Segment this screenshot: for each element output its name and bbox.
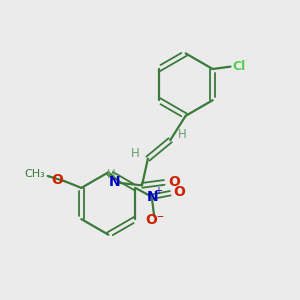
Text: H: H xyxy=(178,128,187,141)
Text: +: + xyxy=(154,187,162,196)
Text: O⁻: O⁻ xyxy=(145,213,164,227)
Text: Cl: Cl xyxy=(232,60,245,73)
Text: H: H xyxy=(107,168,116,181)
Text: O: O xyxy=(51,173,63,187)
Text: CH₃: CH₃ xyxy=(25,169,45,179)
Text: N: N xyxy=(108,176,120,189)
Text: O: O xyxy=(168,175,180,188)
Text: N: N xyxy=(146,190,158,204)
Text: O: O xyxy=(173,185,185,200)
Text: H: H xyxy=(131,147,140,160)
